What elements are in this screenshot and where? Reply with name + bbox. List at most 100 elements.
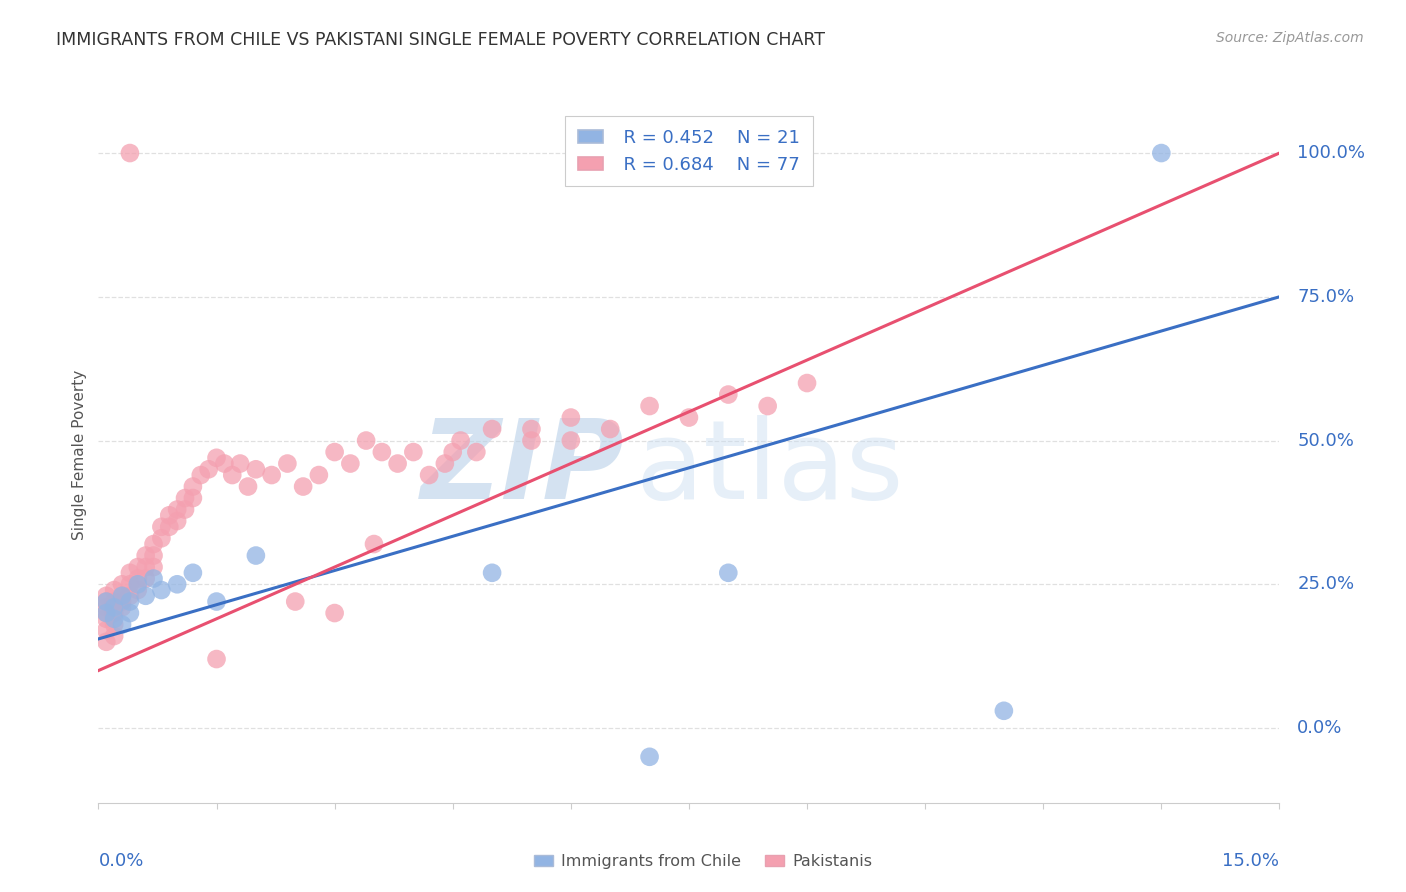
Point <box>150 582 173 597</box>
Point <box>111 577 134 591</box>
Point <box>245 549 267 563</box>
Point <box>181 491 204 505</box>
Point <box>96 589 118 603</box>
Point <box>1150 146 1173 161</box>
Point <box>354 434 377 448</box>
Point <box>520 434 543 448</box>
Point <box>127 572 149 586</box>
Point <box>481 422 503 436</box>
Text: 25.0%: 25.0% <box>1298 575 1354 593</box>
Point <box>127 560 149 574</box>
Point <box>111 600 134 615</box>
Point <box>142 549 165 563</box>
Point <box>118 589 141 603</box>
Point <box>142 560 165 574</box>
Text: Source: ZipAtlas.com: Source: ZipAtlas.com <box>1216 31 1364 45</box>
Point <box>560 410 582 425</box>
Point <box>323 606 346 620</box>
Legend: Immigrants from Chile, Pakistanis: Immigrants from Chile, Pakistanis <box>527 847 879 875</box>
Point <box>520 422 543 436</box>
Point <box>127 577 149 591</box>
Point <box>993 704 1015 718</box>
Point <box>111 617 134 632</box>
Y-axis label: Single Female Poverty: Single Female Poverty <box>72 370 87 540</box>
Point <box>174 491 197 505</box>
Point <box>638 749 661 764</box>
Point <box>560 434 582 448</box>
Point <box>276 457 298 471</box>
Point <box>260 468 283 483</box>
Point <box>142 572 165 586</box>
Point <box>174 502 197 516</box>
Point <box>118 146 141 161</box>
Point <box>96 612 118 626</box>
Point <box>135 589 157 603</box>
Point <box>205 652 228 666</box>
Text: 75.0%: 75.0% <box>1298 288 1354 306</box>
Point <box>103 582 125 597</box>
Point <box>418 468 440 483</box>
Legend:   R = 0.452    N = 21,   R = 0.684    N = 77: R = 0.452 N = 21, R = 0.684 N = 77 <box>565 116 813 186</box>
Point <box>190 468 212 483</box>
Point <box>157 508 180 523</box>
Point <box>135 560 157 574</box>
Point <box>450 434 472 448</box>
Point <box>142 537 165 551</box>
Point <box>96 594 118 608</box>
Point <box>103 594 125 608</box>
Point <box>284 594 307 608</box>
Point <box>111 594 134 608</box>
Text: 0.0%: 0.0% <box>1298 719 1343 737</box>
Point <box>205 594 228 608</box>
Point <box>96 606 118 620</box>
Point <box>111 589 134 603</box>
Point <box>402 445 425 459</box>
Point <box>245 462 267 476</box>
Point <box>96 600 118 615</box>
Point <box>111 589 134 603</box>
Point <box>103 617 125 632</box>
Point <box>181 479 204 493</box>
Point <box>135 549 157 563</box>
Point <box>796 376 818 390</box>
Point <box>481 566 503 580</box>
Point <box>433 457 456 471</box>
Point <box>387 457 409 471</box>
Point <box>127 582 149 597</box>
Point <box>166 502 188 516</box>
Point <box>717 387 740 401</box>
Point <box>236 479 259 493</box>
Point <box>166 577 188 591</box>
Point <box>150 531 173 545</box>
Point <box>308 468 330 483</box>
Point <box>103 600 125 615</box>
Point <box>118 577 141 591</box>
Point <box>157 520 180 534</box>
Point <box>150 520 173 534</box>
Point <box>756 399 779 413</box>
Point <box>717 566 740 580</box>
Point <box>96 606 118 620</box>
Point <box>118 566 141 580</box>
Point <box>371 445 394 459</box>
Point <box>339 457 361 471</box>
Point <box>465 445 488 459</box>
Point <box>441 445 464 459</box>
Point <box>181 566 204 580</box>
Text: 100.0%: 100.0% <box>1298 144 1365 162</box>
Point <box>638 399 661 413</box>
Text: atlas: atlas <box>636 416 904 523</box>
Point <box>205 450 228 465</box>
Text: 50.0%: 50.0% <box>1298 432 1354 450</box>
Point <box>197 462 219 476</box>
Point <box>103 629 125 643</box>
Point <box>363 537 385 551</box>
Point <box>221 468 243 483</box>
Text: 15.0%: 15.0% <box>1222 852 1279 870</box>
Point <box>96 624 118 638</box>
Point <box>96 594 118 608</box>
Point <box>229 457 252 471</box>
Point <box>118 606 141 620</box>
Point <box>103 606 125 620</box>
Point <box>599 422 621 436</box>
